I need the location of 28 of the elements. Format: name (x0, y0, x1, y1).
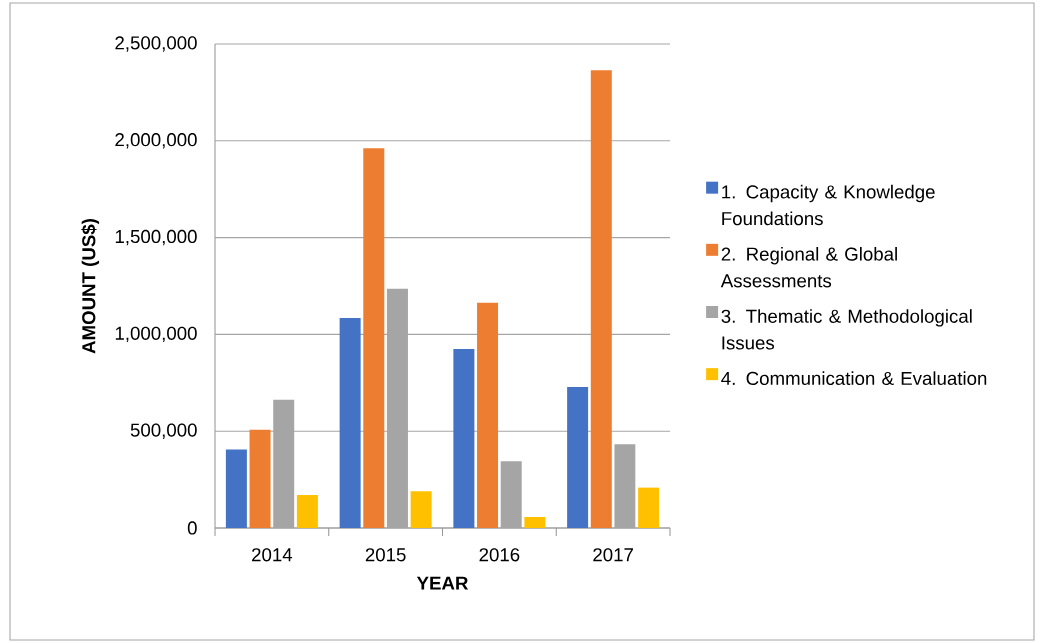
x-axis-title: YEAR (416, 576, 469, 590)
y-tick-label: 500,000 (130, 423, 197, 439)
bar (590, 70, 612, 528)
bar (225, 449, 247, 528)
bar (339, 317, 361, 528)
bar (296, 495, 318, 528)
bar (477, 302, 499, 528)
x-tick-label: 2017 (593, 548, 633, 562)
y-tick-label: 1,500,000 (115, 229, 197, 246)
y-tick-label: 2,500,000 (115, 36, 197, 52)
bar (524, 516, 546, 528)
x-tick-label: 2015 (365, 548, 406, 562)
bar (567, 387, 589, 528)
bar (249, 429, 271, 528)
y-tick-label: 2,000,000 (115, 133, 197, 149)
legend-label: 1. Capacity & Knowledge Foundations (722, 184, 935, 226)
x-tick-label: 2014 (252, 548, 293, 562)
x-tick-label: 2016 (479, 548, 520, 562)
legend-label: 4. Communication & Evaluation (721, 371, 987, 386)
legend-label: 3. Thematic & Methodological Issues (721, 309, 972, 350)
y-tick-label: 1,000,000 (115, 326, 197, 343)
bar (638, 487, 660, 528)
y-tick-label: 0 (187, 521, 197, 535)
legend-label: 2. Regional & Global Assessments (720, 247, 897, 288)
bar (410, 491, 432, 528)
bar (453, 348, 475, 528)
bar (363, 148, 385, 528)
y-axis-title: AMOUNT (US$) (81, 219, 100, 354)
